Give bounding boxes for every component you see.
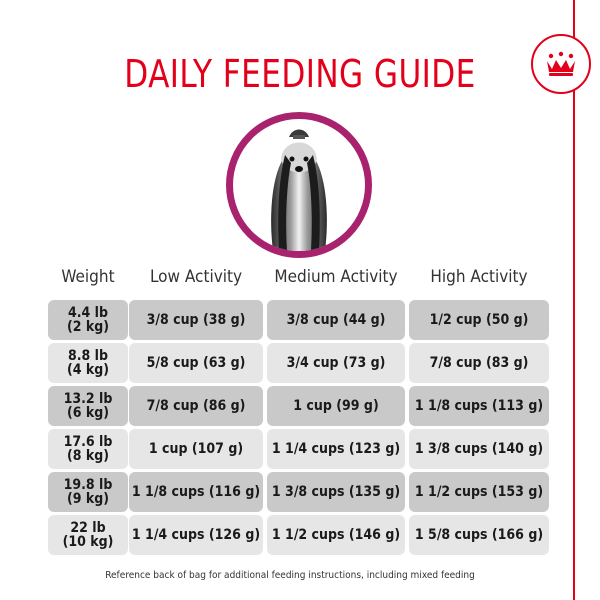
weight-lb: 17.6 lb	[63, 434, 113, 450]
weight-lb: 19.8 lb	[63, 477, 113, 493]
header-medium-activity: Medium Activity	[274, 267, 398, 287]
medium-activity-cell: 1 1/4 cups (123 g)	[267, 429, 405, 469]
header-high-activity: High Activity	[430, 267, 528, 287]
dog-illustration	[271, 129, 327, 251]
crown-icon	[547, 51, 575, 76]
medium-activity-cell: 3/8 cup (44 g)	[267, 300, 405, 340]
medium-activity-cell: 1 3/8 cups (135 g)	[267, 472, 405, 512]
weight-kg: (2 kg)	[66, 319, 110, 335]
weight-cell: 4.4 lb (2 kg)	[48, 300, 128, 340]
weight-lb: 8.8 lb	[67, 348, 109, 364]
page-title: DAILY FEEDING GUIDE	[124, 52, 476, 96]
weight-kg: (4 kg)	[66, 362, 110, 378]
brand-badge	[531, 34, 591, 94]
weight-kg: (6 kg)	[66, 405, 110, 421]
medium-activity-cell: 3/4 cup (73 g)	[267, 343, 405, 383]
weight-lb: 13.2 lb	[63, 391, 113, 407]
dog-photo	[226, 112, 372, 258]
high-activity-cell: 1 5/8 cups (166 g)	[409, 515, 549, 555]
weight-kg: (8 kg)	[66, 448, 110, 464]
weight-cell: 13.2 lb (6 kg)	[48, 386, 128, 426]
medium-activity-cell: 1 cup (99 g)	[267, 386, 405, 426]
weight-kg: (9 kg)	[66, 491, 110, 507]
weight-cell: 19.8 lb (9 kg)	[48, 472, 128, 512]
low-activity-cell: 1 cup (107 g)	[129, 429, 263, 469]
footer-note: Reference back of bag for additional fee…	[105, 570, 475, 581]
low-activity-cell: 5/8 cup (63 g)	[129, 343, 263, 383]
weight-lb: 4.4 lb	[67, 305, 109, 321]
medium-activity-cell: 1 1/2 cups (146 g)	[267, 515, 405, 555]
weight-kg: (10 kg)	[62, 534, 114, 550]
header-low-activity: Low Activity	[149, 267, 243, 287]
low-activity-cell: 1 1/4 cups (126 g)	[129, 515, 263, 555]
low-activity-cell: 3/8 cup (38 g)	[129, 300, 263, 340]
high-activity-cell: 1/2 cup (50 g)	[409, 300, 549, 340]
high-activity-cell: 1 1/2 cups (153 g)	[409, 472, 549, 512]
weight-cell: 8.8 lb (4 kg)	[48, 343, 128, 383]
high-activity-cell: 1 1/8 cups (113 g)	[409, 386, 549, 426]
weight-cell: 22 lb (10 kg)	[48, 515, 128, 555]
weight-cell: 17.6 lb (8 kg)	[48, 429, 128, 469]
low-activity-cell: 1 1/8 cups (116 g)	[129, 472, 263, 512]
header-weight: Weight	[61, 267, 115, 287]
brand-vertical-line	[573, 0, 575, 600]
high-activity-cell: 7/8 cup (83 g)	[409, 343, 549, 383]
weight-lb: 22 lb	[70, 520, 106, 536]
high-activity-cell: 1 3/8 cups (140 g)	[409, 429, 549, 469]
low-activity-cell: 7/8 cup (86 g)	[129, 386, 263, 426]
table-header: Weight Low Activity Medium Activity High…	[0, 262, 600, 292]
